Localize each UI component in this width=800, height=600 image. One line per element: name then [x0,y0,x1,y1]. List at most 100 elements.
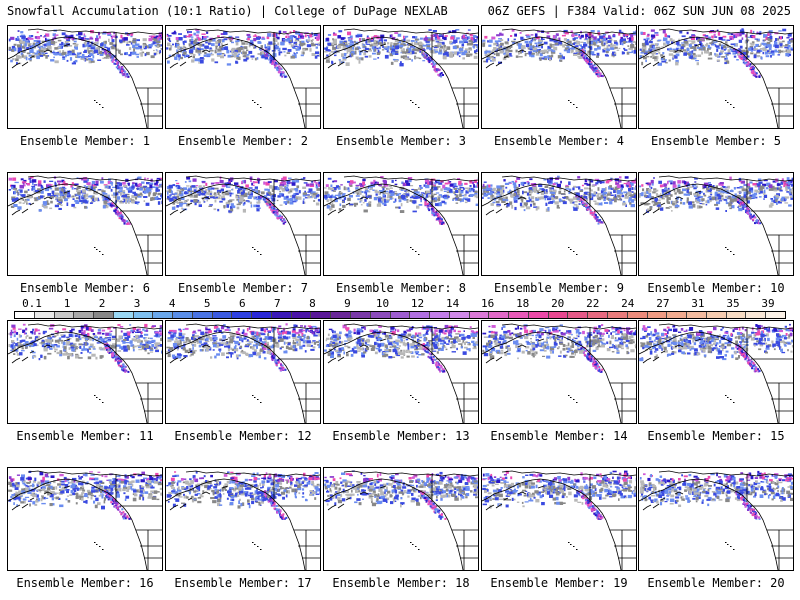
colorbar-swatch [74,312,95,318]
island [733,254,735,255]
coastline [610,529,636,570]
colorbar-tick-label: 14 [445,297,460,310]
island [94,100,96,101]
coastline [185,28,320,35]
island [102,549,104,550]
coastline [658,323,793,330]
coastline [589,32,636,65]
coastline [658,470,793,477]
colorbar-tick-label: 6 [238,297,246,310]
colorbar-tick-label: 27 [656,297,670,310]
snowfall-field [8,29,162,78]
island [725,542,727,543]
coastline [327,202,351,216]
snowfall-field [639,323,793,373]
colorbar-swatch [133,312,154,318]
coastline [169,350,193,364]
panel-label: Ensemble Member: 2 [177,134,309,148]
island [412,102,414,103]
coastline [11,202,35,216]
colorbar-tick-label: 24 [621,297,635,310]
panel-label: Ensemble Member: 9 [493,281,625,295]
island [418,549,420,550]
coastline [27,470,162,477]
coastline [136,234,162,275]
colorbar-swatch [271,312,292,318]
map-panel [481,172,637,276]
island [570,544,572,545]
island [418,254,420,255]
island [418,402,420,403]
coastline [327,350,351,364]
coastline [169,55,193,69]
coastline [359,338,387,348]
coastline [359,43,387,53]
coastline [294,382,320,423]
colorbar-swatch [647,312,668,318]
snowfall-map [166,323,320,423]
island [96,544,98,545]
colorbar-swatch [311,312,332,318]
snowfall-field [8,176,162,225]
coastline [327,497,351,511]
island [727,249,729,250]
coastline [8,331,148,423]
island [576,254,578,255]
colorbar-swatch [390,312,411,318]
island [418,107,420,108]
panel-label: Ensemble Member: 3 [335,134,467,148]
island [252,247,254,248]
colorbar-swatch [173,312,193,318]
colorbar-swatch [528,312,549,318]
coastline [452,234,478,275]
island [573,546,575,547]
colorbar-swatch [430,312,450,318]
map-panel [323,172,479,276]
coastline [431,327,478,360]
coastline [610,87,636,128]
island [257,546,259,547]
island [576,107,578,108]
colorbar-swatch [509,312,529,318]
panel-label: Ensemble Member: 5 [650,134,782,148]
map-panel [323,320,479,424]
coastline [485,202,509,216]
island [415,399,417,400]
island [252,395,254,396]
island [730,251,732,252]
colorbar-tick-label: 10 [375,297,390,310]
colorbar-swatch [15,312,35,318]
coastline [136,87,162,128]
panel-label: Ensemble Member: 20 [647,576,785,590]
coastline [674,485,702,495]
panel-label: Ensemble Member: 15 [647,429,785,443]
map-panel [7,172,163,276]
snowfall-map [324,470,478,570]
map-panel [165,467,321,571]
coastline [431,474,478,507]
panel-label: Ensemble Member: 14 [490,429,628,443]
island [96,397,98,398]
snowfall-map [639,323,793,423]
panel-label: Ensemble Member: 4 [493,134,625,148]
colorbar-swatch [331,312,352,318]
snowfall-field [639,176,793,225]
coastline [501,470,636,477]
coastline [658,175,793,182]
island [254,102,256,103]
island [727,102,729,103]
colorbar [14,311,786,319]
island [410,395,412,396]
coastline [8,478,148,570]
island [415,546,417,547]
colorbar-tick-label: 9 [344,297,351,310]
panel-label: Ensemble Member: 13 [332,429,470,443]
island [415,251,417,252]
map-panel [638,320,794,424]
snowfall-map [482,175,636,275]
map-panel [481,467,637,571]
coastline [11,350,35,364]
coastline [359,190,387,200]
snowfall-map [8,28,162,128]
snowfall-map [482,470,636,570]
